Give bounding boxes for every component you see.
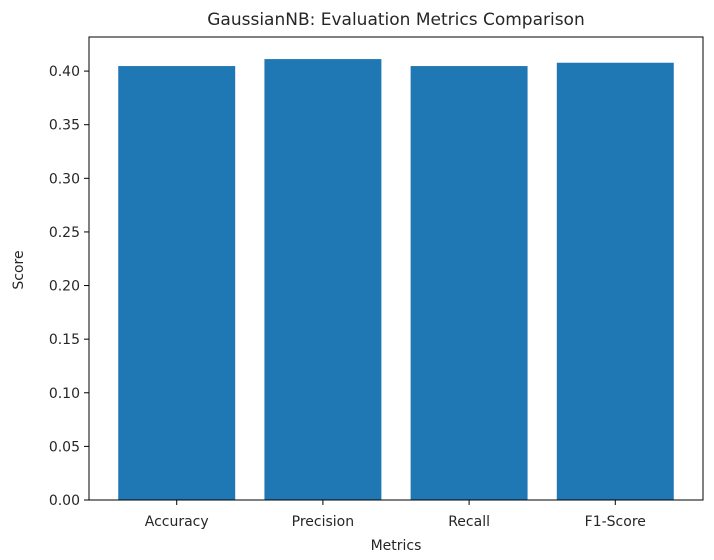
bar-precision — [264, 59, 382, 500]
y-tick-label: 0.40 — [49, 64, 80, 80]
y-tick-label: 0.20 — [49, 279, 80, 295]
x-tick-label: Accuracy — [145, 514, 209, 530]
bar-accuracy — [118, 66, 236, 500]
x-axis: Accuracy Precision Recall F1-Score — [145, 500, 646, 530]
bar-f1-score — [556, 62, 674, 501]
y-axis: 0.00 0.05 0.10 0.15 0.20 0.25 0.30 0.35 0.40 — [49, 64, 89, 509]
y-tick-label: 0.25 — [49, 225, 80, 241]
x-axis-title: Metrics — [371, 538, 422, 554]
y-tick-label: 0.30 — [49, 171, 80, 187]
y-tick-label: 0.05 — [49, 439, 80, 455]
chart-title: GaussianNB: Evaluation Metrics Compariso… — [207, 10, 585, 30]
y-tick-label: 0.35 — [49, 118, 80, 134]
plot-frame — [88, 36, 704, 501]
bar-recall — [410, 66, 528, 500]
bars-group — [118, 59, 674, 501]
y-tick-label: 0.15 — [49, 332, 80, 348]
x-tick-label: F1-Score — [585, 514, 646, 530]
y-tick-label: 0.10 — [49, 386, 80, 402]
y-tick-label: 0.00 — [49, 493, 80, 509]
y-axis-title: Score — [11, 250, 27, 289]
x-tick-label: Recall — [448, 514, 490, 530]
x-tick-label: Precision — [292, 514, 354, 530]
